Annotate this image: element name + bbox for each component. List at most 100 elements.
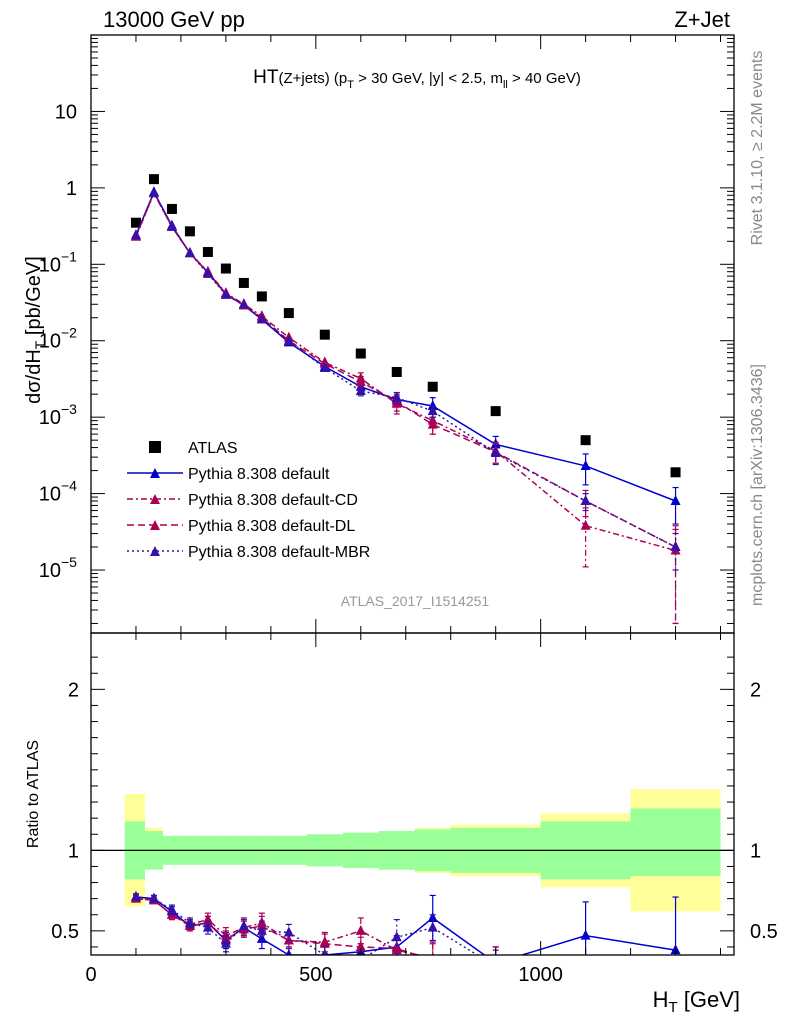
main-y-tick-exponent: −5 <box>61 554 77 570</box>
mbr-marker <box>319 361 330 372</box>
default-marker <box>670 495 681 506</box>
main-y-tick-label: 10 <box>39 560 61 582</box>
dl-ratio-marker <box>355 940 366 951</box>
atlas-data-point <box>166 203 177 214</box>
cd-ratio-line <box>135 897 422 955</box>
x-tick-label: 500 <box>299 964 332 986</box>
analysis-label: ATLAS_2017_I1514251 <box>341 593 490 609</box>
main-y-tick-label: 10 <box>39 484 61 506</box>
legend-cd-marker <box>150 494 160 504</box>
mbr-marker <box>238 298 249 309</box>
mbr-ratio-marker <box>321 949 328 955</box>
default-marker <box>427 399 438 410</box>
mbr-marker <box>202 267 213 278</box>
mbr-marker <box>391 391 402 402</box>
default-ratio-marker <box>491 957 501 967</box>
ratio-y-tick-label-right: 0.5 <box>750 921 778 943</box>
main-y-tick-label: 10 <box>39 254 61 276</box>
main-y-tick-label: 1 <box>66 178 77 200</box>
mbr-marker <box>427 405 438 416</box>
ratio-y-tick-label-left: 1 <box>68 840 79 862</box>
cd-ratio-marker <box>355 924 366 935</box>
ratio-y-tick-label-left: 0.5 <box>51 921 79 943</box>
legend-default-marker <box>150 468 160 478</box>
cd-ratio-marker <box>581 981 591 991</box>
mbr-ratio-line <box>135 896 479 955</box>
legend-cd-label: Pythia 8.308 default-CD <box>188 492 358 509</box>
ratio-y-axis-label: Ratio to ATLAS <box>25 740 42 848</box>
dl-ratio-marker <box>491 957 501 967</box>
mbr-ratio-marker <box>184 916 195 927</box>
mbr-marker <box>283 335 294 346</box>
ratio-y-tick-label-left: 2 <box>68 679 79 701</box>
mbr-marker <box>184 247 195 258</box>
legend-atlas-label: ATLAS <box>188 440 238 457</box>
atlas-data-point <box>319 329 330 340</box>
mbr-marker <box>670 541 681 552</box>
ratio-series-group <box>130 891 681 991</box>
mbr-marker <box>166 220 177 231</box>
dl-ratio-marker <box>319 937 330 948</box>
mbr-ratio-marker <box>491 960 501 970</box>
mbr-ratio-marker <box>256 924 267 935</box>
atlas-data-point <box>355 348 366 359</box>
legend-dl-marker <box>150 520 160 530</box>
mbr-ratio-marker <box>391 931 402 942</box>
atlas-data-point <box>427 381 438 392</box>
header-left-label: 13000 GeV pp <box>103 7 245 32</box>
rivet-version-label: Rivet 3.1.10, ≥ 2.2M events <box>749 51 766 246</box>
atlas-data-point <box>184 226 195 237</box>
atlas-data-point <box>580 435 591 446</box>
mbr-ratio-marker <box>148 892 159 903</box>
legend-mbr-label: Pythia 8.308 default-MBR <box>188 544 370 561</box>
main-y-tick-label: 10 <box>55 101 77 123</box>
mbr-ratio-marker <box>166 903 177 914</box>
atlas-data-point <box>490 406 501 417</box>
mbr-line <box>135 190 676 548</box>
main-y-tick-exponent: −2 <box>61 325 77 341</box>
cd-ratio-marker <box>431 952 435 955</box>
main-series-group <box>130 174 681 625</box>
legend: ATLAS Pythia 8.308 default Pythia 8.308 de… <box>127 440 370 561</box>
atlas-data-point <box>130 217 141 228</box>
main-y-tick-exponent: −1 <box>61 248 77 264</box>
mbr-marker <box>490 446 501 457</box>
atlas-data-point <box>202 246 213 257</box>
legend-default-label: Pythia 8.308 default <box>188 466 330 483</box>
band-inner-segment <box>630 808 721 877</box>
main-y-tick-label: 10 <box>39 407 61 429</box>
mbr-marker <box>355 384 366 395</box>
ratio-y-tick-label-right: 2 <box>750 679 761 701</box>
mbr-marker <box>580 495 591 506</box>
legend-atlas-marker <box>149 441 161 453</box>
default-marker <box>580 459 591 470</box>
x-axis-label: HT [GeV] <box>653 987 740 1016</box>
default-ratio-marker <box>580 929 591 940</box>
legend-mbr-marker <box>150 546 160 556</box>
atlas-data-point <box>238 277 249 288</box>
cd-ratio-marker <box>491 957 501 967</box>
mbr-ratio-marker <box>220 937 231 948</box>
atlas-data-point <box>220 263 231 274</box>
main-y-axis-label: dσ/dHT [pb/GeV] <box>23 256 48 404</box>
main-y-tick-exponent: −3 <box>61 401 77 417</box>
mbr-marker <box>130 229 141 240</box>
x-tick-label: 0 <box>85 964 96 986</box>
x-tick-label: 1000 <box>518 964 563 986</box>
dl-ratio-marker <box>391 942 402 953</box>
atlas-data-point <box>670 467 681 478</box>
main-y-tick-exponent: −4 <box>61 478 77 494</box>
default-ratio-marker <box>427 911 438 922</box>
default-ratio-marker <box>285 949 292 955</box>
ratio-plot-frame <box>90 632 735 956</box>
default-ratio-line <box>135 896 676 955</box>
mbr-ratio-marker <box>283 926 294 937</box>
mbr-marker <box>256 313 267 324</box>
dl-marker <box>355 375 366 386</box>
cd-marker <box>580 519 591 530</box>
atlas-data-point <box>256 291 267 302</box>
atlas-data-point <box>283 308 294 319</box>
mbr-ratio-marker <box>202 921 213 932</box>
